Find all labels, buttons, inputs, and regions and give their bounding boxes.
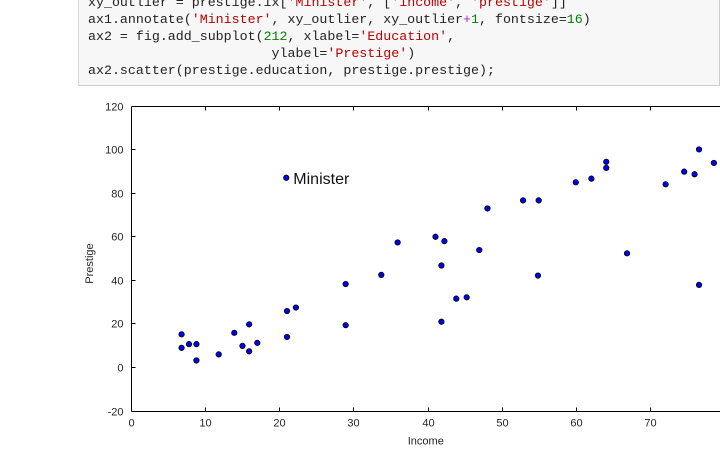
svg-text:20: 20 — [273, 418, 285, 430]
svg-text:70: 70 — [644, 418, 656, 430]
svg-text:Income: Income — [408, 436, 444, 448]
svg-text:10: 10 — [199, 418, 211, 430]
svg-text:-20: -20 — [108, 407, 124, 419]
svg-text:0: 0 — [117, 363, 123, 375]
svg-text:60: 60 — [570, 418, 582, 430]
svg-text:20: 20 — [111, 319, 123, 331]
svg-text:40: 40 — [422, 418, 434, 430]
svg-text:30: 30 — [347, 418, 359, 430]
svg-text:Prestige: Prestige — [84, 243, 96, 283]
svg-text:0: 0 — [128, 418, 134, 430]
svg-text:100: 100 — [105, 145, 123, 157]
svg-text:40: 40 — [111, 276, 123, 288]
svg-text:120: 120 — [105, 102, 123, 114]
svg-text:Minister: Minister — [293, 171, 350, 188]
svg-text:50: 50 — [496, 418, 508, 430]
svg-text:80: 80 — [111, 189, 123, 201]
svg-text:60: 60 — [111, 232, 123, 244]
